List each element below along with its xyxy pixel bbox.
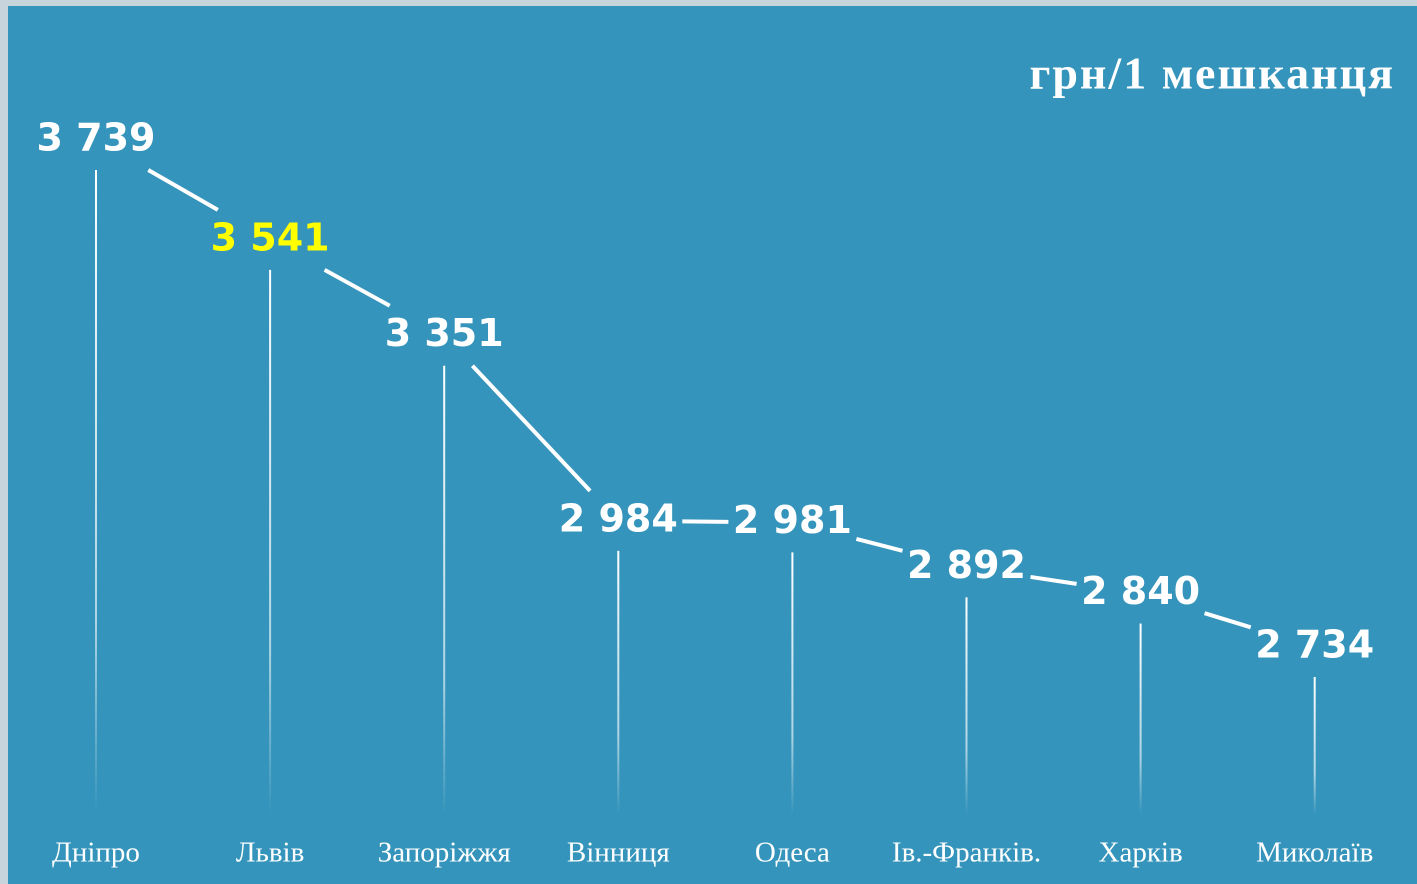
drop-line bbox=[1139, 623, 1142, 815]
x-tick-label: Дніпро bbox=[52, 837, 140, 869]
x-tick-label: Запоріжжя bbox=[378, 837, 511, 869]
value-label: 2 981 bbox=[733, 498, 852, 542]
connector bbox=[147, 168, 219, 212]
connector bbox=[855, 536, 903, 553]
value-label: 2 734 bbox=[1255, 623, 1374, 667]
x-tick-label: Ів.-Франків. bbox=[892, 837, 1041, 869]
drop-line bbox=[95, 170, 97, 815]
chart-title: грн/1 мешканця bbox=[1029, 48, 1395, 99]
x-tick-label: Миколаїв bbox=[1256, 837, 1373, 869]
connector bbox=[323, 268, 391, 308]
value-label: 3 739 bbox=[37, 116, 156, 160]
value-label: 3 541 bbox=[211, 215, 330, 259]
value-label: 3 351 bbox=[385, 311, 504, 355]
value-label: 2 984 bbox=[559, 496, 678, 540]
value-label: 2 892 bbox=[907, 543, 1026, 587]
x-tick-label: Львів bbox=[236, 837, 304, 869]
connector bbox=[1030, 574, 1077, 586]
drop-line bbox=[965, 597, 968, 815]
plot-background bbox=[8, 6, 1417, 884]
drop-line bbox=[791, 552, 794, 815]
connector bbox=[470, 364, 592, 493]
connector bbox=[1204, 611, 1252, 630]
drop-line bbox=[443, 365, 446, 815]
x-tick-label: Одеса bbox=[755, 837, 830, 869]
drop-line bbox=[1313, 677, 1316, 815]
x-tick-label: Харків bbox=[1099, 837, 1183, 869]
value-label: 2 840 bbox=[1081, 569, 1200, 613]
x-tick-label: Вінниця bbox=[567, 837, 670, 869]
drop-line bbox=[269, 269, 272, 815]
drop-line bbox=[617, 550, 620, 815]
